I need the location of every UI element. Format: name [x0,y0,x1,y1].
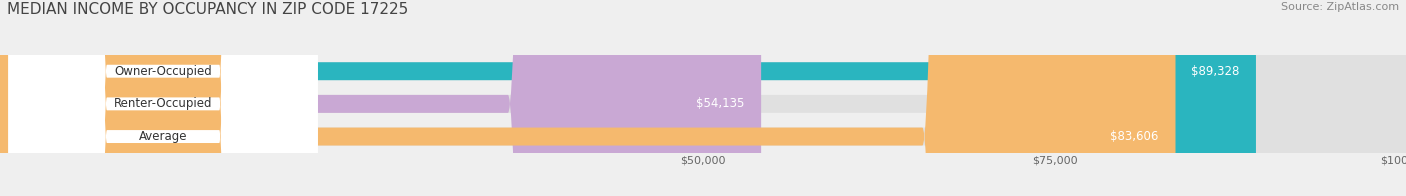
Text: Source: ZipAtlas.com: Source: ZipAtlas.com [1281,2,1399,12]
FancyBboxPatch shape [0,0,761,196]
Text: MEDIAN INCOME BY OCCUPANCY IN ZIP CODE 17225: MEDIAN INCOME BY OCCUPANCY IN ZIP CODE 1… [7,2,408,17]
Text: Average: Average [139,130,187,143]
FancyBboxPatch shape [8,0,318,196]
Text: Renter-Occupied: Renter-Occupied [114,97,212,110]
FancyBboxPatch shape [0,0,1175,196]
Text: $83,606: $83,606 [1111,130,1159,143]
Text: $54,135: $54,135 [696,97,744,110]
Text: Owner-Occupied: Owner-Occupied [114,65,212,78]
FancyBboxPatch shape [8,0,318,196]
FancyBboxPatch shape [0,0,1256,196]
FancyBboxPatch shape [8,0,318,196]
Text: $89,328: $89,328 [1191,65,1239,78]
